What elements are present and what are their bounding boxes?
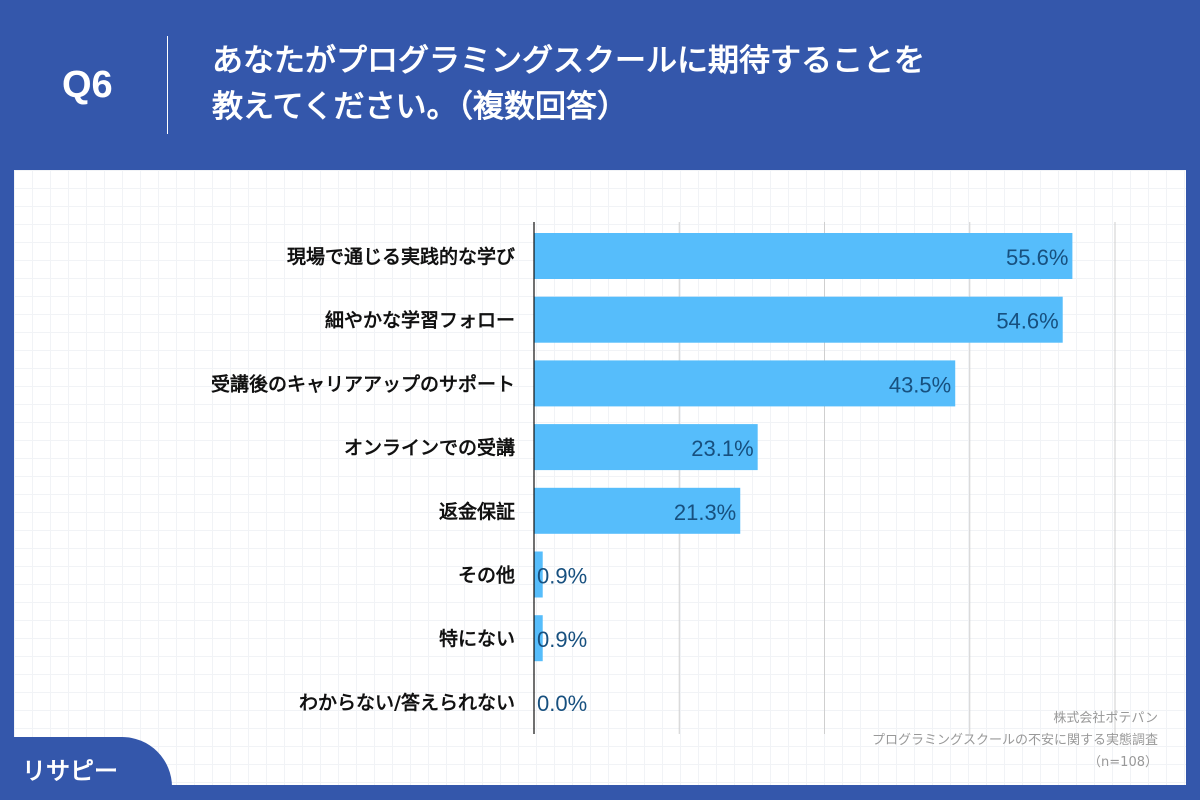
category-label: その他 [458, 564, 515, 587]
source-company: 株式会社ポテパン [1053, 711, 1158, 726]
page-title: あなたがプログラミングスクールに期待することを 教えてください。（複数回答） [212, 38, 925, 130]
bar [534, 360, 956, 407]
data-label: 54.6% [996, 309, 1058, 334]
bar [534, 233, 1073, 279]
category-label: オンラインでの受講 [344, 436, 515, 459]
data-label: 23.1% [691, 436, 753, 461]
category-label: 返金保証 [439, 500, 515, 523]
data-label: 55.6% [1006, 245, 1068, 270]
bar [534, 487, 741, 534]
data-label: 0.9% [537, 564, 587, 589]
data-label: 21.3% [674, 500, 736, 525]
question-number: Q6 [62, 64, 113, 106]
category-label: 特にない [439, 628, 515, 650]
logo-text: リサピー [22, 757, 118, 785]
title-line-1: あなたがプログラミングスクールに期待することを [212, 43, 925, 79]
category-label: わからない/答えられない [299, 691, 515, 714]
category-label: 受講後のキャリアアップのサポート [211, 372, 515, 395]
bar [534, 551, 543, 598]
logo: リサピー [0, 737, 172, 800]
category-label: 現場で通じる実践的な学び [287, 245, 515, 268]
data-label: 43.5% [889, 372, 951, 397]
bar [534, 424, 758, 471]
data-label: 0.9% [537, 627, 587, 652]
title-line-2: 教えてください。（複数回答） [212, 89, 629, 125]
bar [534, 615, 543, 662]
category-label: 細やかな学習フォロー [325, 309, 515, 332]
sample-size: （n=108） [1088, 755, 1158, 770]
source-note: 株式会社ポテパン プログラミングスクールの不安に関する実態調査 （n=108） [872, 708, 1158, 774]
source-survey: プログラミングスクールの不安に関する実態調査 [871, 733, 1158, 748]
bar [534, 296, 1063, 343]
data-label: 0.0% [537, 691, 587, 716]
header-divider [167, 36, 168, 134]
